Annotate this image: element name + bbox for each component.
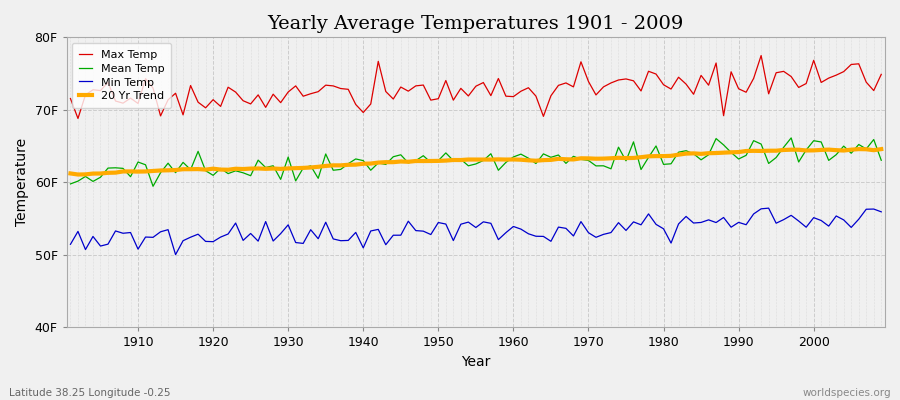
Max Temp <box>343 87 354 92</box>
Line: Min Temp: Min Temp <box>70 208 881 255</box>
Title: Yearly Average Temperatures 1901 - 2009: Yearly Average Temperatures 1901 - 2009 <box>267 15 684 33</box>
Min Temp <box>508 224 518 229</box>
20 Yr Trend <box>73 172 84 177</box>
Text: worldspecies.org: worldspecies.org <box>803 388 891 398</box>
Min Temp <box>516 227 526 232</box>
20 Yr Trend <box>343 162 354 167</box>
Text: Latitude 38.25 Longitude -0.25: Latitude 38.25 Longitude -0.25 <box>9 388 170 398</box>
Max Temp <box>298 94 309 99</box>
Y-axis label: Temperature: Temperature <box>15 138 29 226</box>
Max Temp <box>606 80 616 85</box>
Max Temp <box>516 89 526 94</box>
Mean Temp <box>343 161 354 166</box>
Max Temp <box>132 101 143 106</box>
Mean Temp <box>298 166 309 170</box>
Mean Temp <box>876 158 886 163</box>
20 Yr Trend <box>606 156 616 161</box>
20 Yr Trend <box>876 147 886 152</box>
20 Yr Trend <box>298 166 309 170</box>
Min Temp <box>876 210 886 214</box>
20 Yr Trend <box>853 147 864 152</box>
20 Yr Trend <box>508 157 518 162</box>
Mean Temp <box>65 182 76 186</box>
Mean Temp <box>508 154 518 159</box>
Line: Max Temp: Max Temp <box>70 56 881 118</box>
Max Temp <box>756 53 767 58</box>
Mean Temp <box>125 174 136 179</box>
Max Temp <box>65 96 76 101</box>
Line: Mean Temp: Mean Temp <box>70 138 881 186</box>
Min Temp <box>298 241 309 246</box>
Max Temp <box>73 116 84 121</box>
Legend: Max Temp, Mean Temp, Min Temp, 20 Yr Trend: Max Temp, Mean Temp, Min Temp, 20 Yr Tre… <box>72 43 171 108</box>
Min Temp <box>170 252 181 257</box>
Mean Temp <box>516 152 526 156</box>
20 Yr Trend <box>516 157 526 162</box>
Min Temp <box>606 230 616 235</box>
Mean Temp <box>148 184 158 189</box>
Min Temp <box>65 242 76 247</box>
Mean Temp <box>786 136 796 140</box>
20 Yr Trend <box>65 171 76 176</box>
Line: 20 Yr Trend: 20 Yr Trend <box>70 149 881 174</box>
Max Temp <box>508 94 518 99</box>
X-axis label: Year: Year <box>461 355 491 369</box>
Min Temp <box>343 238 354 243</box>
Mean Temp <box>606 166 616 171</box>
Min Temp <box>763 206 774 210</box>
Min Temp <box>125 230 136 235</box>
20 Yr Trend <box>132 169 143 174</box>
Max Temp <box>876 72 886 77</box>
